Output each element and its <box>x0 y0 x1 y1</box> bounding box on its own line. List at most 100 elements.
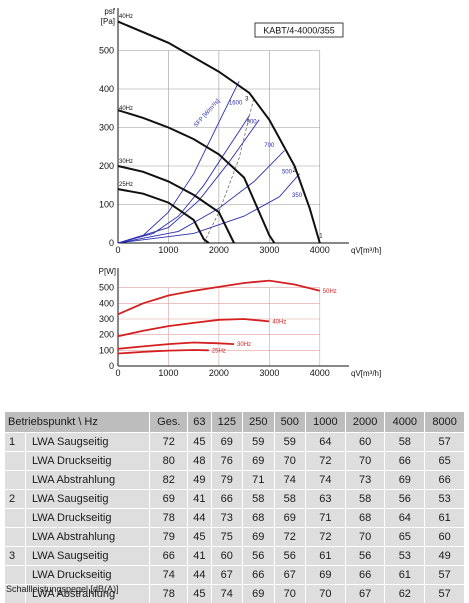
value-cell: 69 <box>243 452 274 471</box>
value-cell: 60 <box>345 433 385 452</box>
fan-curve-label: 30Hz <box>119 159 133 165</box>
fan-curve-label: 40Hz <box>119 14 133 20</box>
value-cell: 64 <box>305 433 345 452</box>
value-cell: 72 <box>305 528 345 547</box>
value-cell: 70 <box>274 452 305 471</box>
y-axis-label: P[W] <box>99 267 116 276</box>
value-cell: 58 <box>274 490 305 509</box>
value-cell: 69 <box>243 528 274 547</box>
value-cell: 58 <box>385 433 425 452</box>
value-cell: 61 <box>305 547 345 566</box>
x-tick-label: 4000 <box>310 245 330 255</box>
operating-point-cell <box>5 452 26 471</box>
header-band: 250 <box>243 412 274 433</box>
value-cell: 53 <box>425 490 465 509</box>
model-label: KABT/4-4000/355 <box>263 26 335 36</box>
operating-point-cell <box>5 471 26 490</box>
value-cell: 48 <box>188 452 211 471</box>
value-cell: 82 <box>150 471 188 490</box>
value-cell: 49 <box>425 547 465 566</box>
value-cell: 72 <box>150 433 188 452</box>
power-curve-label: 40Hz <box>272 319 286 325</box>
value-cell: 62 <box>385 585 425 603</box>
value-cell: 60 <box>211 547 242 566</box>
x-axis-label: qV[m³/h] <box>351 369 381 378</box>
value-cell: 66 <box>150 547 188 566</box>
row-label: LWA Druckseitig <box>26 509 150 528</box>
value-cell: 41 <box>188 490 211 509</box>
x-tick-label: 3000 <box>259 368 279 378</box>
value-cell: 79 <box>150 528 188 547</box>
power-curve-label: 25Hz <box>212 348 226 354</box>
y-tick-label: 200 <box>99 161 114 171</box>
x-tick-label: 2000 <box>209 245 229 255</box>
value-cell: 72 <box>274 528 305 547</box>
value-cell: 71 <box>305 509 345 528</box>
y-tick-label: 400 <box>99 298 114 308</box>
value-cell: 76 <box>211 452 242 471</box>
row-label: LWA Saugseitig <box>26 433 150 452</box>
value-cell: 57 <box>425 566 465 585</box>
value-cell: 70 <box>345 452 385 471</box>
y-tick-label: 500 <box>99 46 114 56</box>
operating-point-label: 3 <box>245 97 249 103</box>
y-axis-label: psf <box>104 7 115 16</box>
y-tick-label: 100 <box>99 345 114 355</box>
value-cell: 60 <box>425 528 465 547</box>
value-cell: 70 <box>345 528 385 547</box>
value-cell: 44 <box>188 509 211 528</box>
fan-performance-charts: 0 1000 2000 3000 4000 0 100 200 300 400 500 qV[m³/h… <box>0 0 469 400</box>
value-cell: 69 <box>305 566 345 585</box>
system-curve-label: 350 <box>292 193 303 199</box>
header-band: 1000 <box>305 412 345 433</box>
operating-point-cell: 1 <box>5 433 26 452</box>
value-cell: 74 <box>211 585 242 603</box>
value-cell: 74 <box>150 566 188 585</box>
value-cell: 56 <box>345 547 385 566</box>
fan-curve <box>118 189 209 243</box>
x-tick-label: 0 <box>115 368 120 378</box>
system-curve-label: 700 <box>264 143 275 149</box>
row-label: LWA Abstrahlung <box>26 471 150 490</box>
operating-point-cell <box>5 509 26 528</box>
value-cell: 63 <box>305 490 345 509</box>
sfp-label: SFP [W/m³/s] <box>193 98 221 129</box>
y-tick-label: 300 <box>99 314 114 324</box>
value-cell: 66 <box>345 566 385 585</box>
value-cell: 73 <box>345 471 385 490</box>
row-label: LWA Druckseitig <box>26 452 150 471</box>
value-cell: 45 <box>188 433 211 452</box>
y-tick-label: 400 <box>99 84 114 94</box>
value-cell: 49 <box>188 471 211 490</box>
power-curve-label: 50Hz <box>323 289 337 295</box>
value-cell: 66 <box>425 471 465 490</box>
value-cell: 66 <box>211 490 242 509</box>
row-label: LWA Saugseitig <box>26 547 150 566</box>
table-caption: Schallleistungspegel [dB(A)] <box>6 584 119 594</box>
y-tick-label: 0 <box>109 238 114 248</box>
value-cell: 79 <box>211 471 242 490</box>
y-tick-label: 200 <box>99 330 114 340</box>
value-cell: 69 <box>243 585 274 603</box>
value-cell: 73 <box>211 509 242 528</box>
header-band: 63 <box>188 412 211 433</box>
value-cell: 71 <box>243 471 274 490</box>
value-cell: 56 <box>274 547 305 566</box>
value-cell: 74 <box>274 471 305 490</box>
fan-curve-label: 25Hz <box>119 182 133 188</box>
y-axis-unit: [Pa] <box>101 17 115 26</box>
value-cell: 68 <box>243 509 274 528</box>
system-curve-label: 500 <box>282 170 293 176</box>
operating-point-label: 1 <box>319 233 323 239</box>
value-cell: 58 <box>243 490 274 509</box>
x-tick-label: 2000 <box>209 368 229 378</box>
operating-point-cell: 2 <box>5 490 26 509</box>
x-tick-label: 1000 <box>158 245 178 255</box>
value-cell: 69 <box>385 471 425 490</box>
